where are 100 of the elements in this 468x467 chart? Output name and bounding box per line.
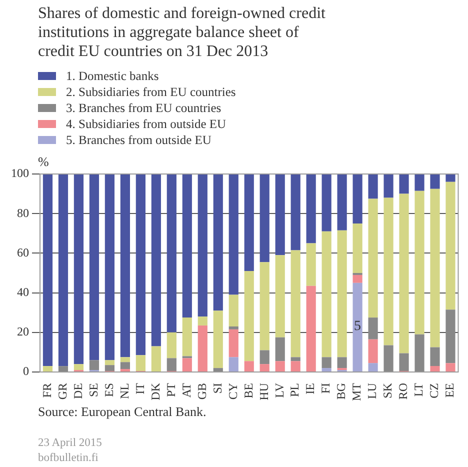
- bar: [136, 355, 146, 372]
- x-tick-label: CY: [226, 382, 240, 400]
- bar: [198, 174, 208, 317]
- x-tick-label: MT: [350, 382, 364, 401]
- bar: [414, 190, 424, 334]
- source-note: Source: European Central Bank.: [38, 404, 206, 420]
- bar: [368, 363, 378, 372]
- bar: [120, 362, 130, 370]
- bar: [290, 174, 300, 250]
- bar: [337, 357, 347, 368]
- bar: [244, 271, 254, 362]
- bar: [337, 230, 347, 358]
- bar: [89, 360, 100, 370]
- bar: [104, 360, 115, 366]
- bar: [260, 364, 270, 372]
- bar: [166, 174, 176, 332]
- chart-title: Shares of domestic and foreign-owned credit institutions in aggregate balance sheet of credit EU countries on 31 Dec 2013: [38, 4, 326, 61]
- bar: [446, 182, 456, 310]
- x-tick-label: IE: [303, 383, 318, 394]
- x-tick-label: PL: [288, 383, 302, 398]
- x-tick-label: ES: [102, 383, 116, 398]
- bar: [260, 350, 270, 364]
- bar: [337, 174, 347, 230]
- x-tick-label: BE: [241, 383, 256, 398]
- bar: [446, 363, 456, 372]
- x-tick-label: FI: [318, 383, 333, 394]
- x-tick-label: DK: [148, 382, 162, 400]
- legend-label: 5. Branches from outside EU: [66, 132, 212, 148]
- bar: [89, 174, 100, 360]
- bar: [368, 318, 378, 340]
- x-tick-label: LT: [412, 382, 426, 397]
- bar: [368, 174, 378, 199]
- bar: [151, 346, 161, 372]
- bar: [368, 339, 378, 364]
- bar: [74, 364, 84, 370]
- bar: [430, 347, 440, 366]
- x-tick-label: GR: [55, 383, 70, 400]
- bar: [306, 174, 316, 244]
- bar: [120, 174, 130, 358]
- x-tick-label: LU: [365, 382, 380, 399]
- bar: [182, 318, 192, 356]
- bar: [275, 255, 285, 338]
- bar: [414, 174, 424, 191]
- annotation: 5: [354, 319, 362, 334]
- y-tick-label: 80: [17, 206, 29, 220]
- y-tick-label: 40: [17, 284, 29, 299]
- bar: [384, 174, 394, 198]
- bar: [399, 194, 409, 354]
- bar: [228, 294, 238, 326]
- y-tick-label: 100: [11, 166, 29, 180]
- bar: [322, 357, 332, 368]
- bar: [244, 361, 254, 372]
- bar: [306, 286, 316, 372]
- x-tick-label: GB: [194, 383, 209, 400]
- bar: [446, 310, 456, 364]
- x-tick-label: SE: [86, 383, 100, 398]
- bar: [414, 334, 424, 372]
- bar: [260, 262, 270, 350]
- bar: [42, 366, 53, 372]
- bar: [120, 357, 130, 362]
- bar: [166, 358, 176, 372]
- bar: [306, 243, 316, 286]
- bar: [58, 174, 68, 366]
- bar: [368, 198, 378, 318]
- x-tick-label: RO: [396, 382, 410, 400]
- bar: [228, 174, 238, 295]
- bar: [290, 361, 300, 372]
- y-axis-title: %: [38, 154, 49, 170]
- bar: [42, 174, 53, 366]
- bar: [213, 368, 223, 372]
- bar: [384, 198, 394, 346]
- x-tick-label: AT: [179, 382, 194, 398]
- text: bofbulletin.fi: [38, 452, 98, 464]
- bar: [198, 316, 208, 326]
- y-tick-label: 0: [23, 364, 29, 378]
- legend-label: 3. Branches from EU countries: [66, 100, 222, 116]
- bar: [322, 231, 332, 358]
- y-tick-label: 20: [17, 324, 29, 339]
- bar: [290, 357, 300, 362]
- bar: [213, 310, 223, 368]
- x-tick-label: BG: [334, 382, 348, 400]
- bar: [228, 329, 238, 358]
- x-tick-label: PT: [164, 382, 178, 398]
- bar: [58, 366, 68, 372]
- bar: [244, 174, 254, 272]
- x-tick-label: SI: [210, 383, 224, 394]
- bar: [352, 282, 362, 372]
- bar: [136, 174, 146, 356]
- x-tick-label: FR: [40, 383, 54, 398]
- bar: [182, 358, 192, 372]
- bar: [275, 337, 285, 362]
- bar: [430, 366, 440, 372]
- bar: [446, 174, 456, 182]
- x-tick-label: HU: [256, 382, 271, 400]
- bar: [213, 174, 223, 311]
- legend-label: 1. Domestic banks: [66, 68, 159, 84]
- bar: [384, 345, 394, 372]
- legend-label: 4. Subsidiaries from outside EU: [66, 116, 226, 132]
- legend-label: 2. Subsidiaries from EU countries: [66, 84, 236, 100]
- bar: [399, 353, 409, 372]
